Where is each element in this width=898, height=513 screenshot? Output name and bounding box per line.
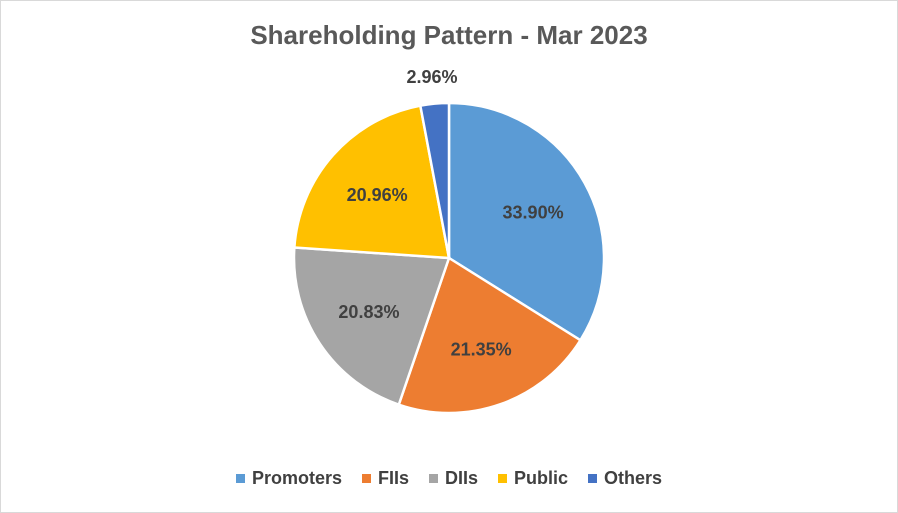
legend-item-others: Others	[588, 468, 662, 489]
legend-label: FIIs	[377, 468, 409, 488]
chart-title: Shareholding Pattern - Mar 2023	[250, 20, 648, 50]
legend-item-public: Public	[498, 468, 568, 489]
pie-slice-fiis	[397, 256, 583, 415]
data-label-others: 2.96%	[406, 67, 457, 87]
legend-label: Others	[604, 468, 663, 488]
legend-swatch	[235, 474, 245, 483]
legend-swatch	[588, 474, 598, 483]
data-label-promoters: 33.90%	[503, 202, 564, 222]
legend-swatch	[361, 474, 371, 483]
legend-item-promoters: Promoters	[235, 468, 342, 489]
chart-legend: Promoters FIIs DIIs Public Others	[0, 468, 898, 489]
legend-item-diis: DIIs	[428, 468, 478, 489]
pie-slice-others	[418, 101, 451, 259]
legend-label: DIIs	[444, 468, 478, 488]
pie-slice-public	[293, 104, 451, 260]
data-label-public: 20.96%	[347, 185, 408, 205]
legend-swatch	[498, 474, 507, 483]
data-label-diis: 20.83%	[338, 302, 399, 322]
legend-label: Promoters	[251, 468, 342, 488]
legend-item-fiis: FIIs	[361, 468, 409, 489]
data-label-fiis: 21.35%	[451, 340, 512, 360]
pie-slice-diis	[292, 246, 451, 407]
legend-swatch	[428, 474, 438, 483]
legend-label: Public	[514, 468, 569, 488]
